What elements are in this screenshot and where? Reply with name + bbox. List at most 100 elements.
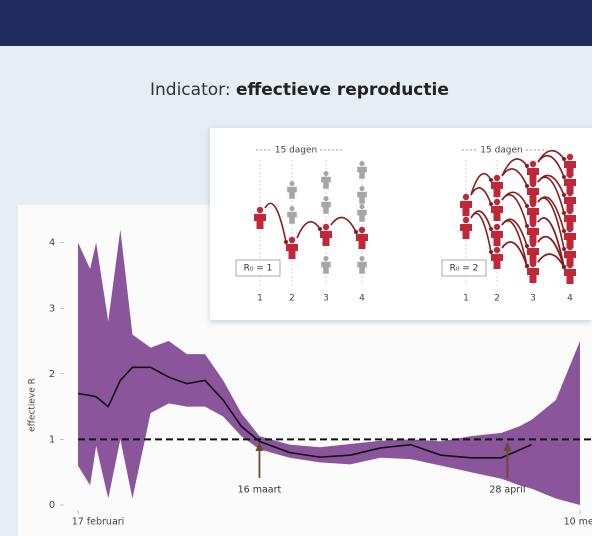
arrow-tip [525, 184, 529, 188]
person-body [491, 231, 503, 246]
arrow-tip [562, 157, 566, 161]
annotation-label: 16 maart [238, 485, 282, 496]
spread-arrow [501, 241, 528, 267]
person-head [358, 226, 366, 234]
person-head [359, 256, 365, 262]
inset-card [210, 128, 592, 320]
arrow-tip [562, 229, 566, 233]
arrow-tip [562, 211, 566, 215]
person-head [256, 206, 264, 214]
person-icon [564, 243, 576, 266]
span-bg [477, 142, 526, 158]
person-icon [287, 206, 297, 224]
spread-arrow [537, 176, 565, 214]
header-bar [0, 0, 592, 46]
person-head [462, 193, 470, 201]
person-icon [287, 181, 297, 199]
person-head [289, 181, 295, 187]
person-body [527, 208, 539, 223]
spread-arrow [537, 154, 565, 178]
person-icon [357, 256, 367, 274]
diagram-inset: 15 dagen 1 2 3 4 R₀ = 1 15 dagen 1 2 3 4 R₀ = 2 [210, 128, 592, 320]
person-icon [564, 261, 576, 284]
person-body [356, 234, 368, 249]
duration-label: 15 dagen [275, 146, 318, 156]
plot: 0 1 2 3 4 effectieve R 17 februari 10 mei 16 maa… [28, 229, 592, 528]
person-head [359, 186, 365, 192]
spread-arrow [537, 253, 565, 268]
arrow-tip [562, 193, 566, 197]
person-icon [564, 171, 576, 194]
spread-arrow [470, 187, 492, 205]
arrow-tip [489, 178, 493, 182]
person-head [288, 236, 296, 244]
person-head [493, 223, 501, 231]
span-bg [272, 142, 320, 158]
person-body [564, 269, 576, 284]
person-head [529, 160, 537, 168]
person-body [527, 168, 539, 183]
person-icon [321, 196, 331, 214]
arrow-tip [562, 175, 566, 179]
y-axis-label: effectieve R [28, 378, 38, 432]
person-head [566, 189, 574, 197]
arrow-tip [284, 240, 288, 244]
person-icon [320, 223, 332, 246]
spread-arrow [296, 221, 321, 239]
person-body [321, 261, 331, 274]
spread-arrow [501, 220, 528, 267]
person-head [529, 220, 537, 228]
spread-arrow [470, 172, 492, 196]
person-body [491, 254, 503, 269]
arrow-tip [489, 227, 493, 231]
y-tick-label: 2 [49, 369, 55, 380]
person-head [359, 161, 365, 167]
step-label: 3 [323, 294, 329, 304]
person-head [566, 225, 574, 233]
step-label: 1 [257, 294, 263, 304]
person-body [321, 176, 331, 189]
person-head [529, 200, 537, 208]
person-icon [460, 216, 472, 239]
person-icon [491, 174, 503, 197]
person-icon [564, 225, 576, 248]
person-icon [357, 161, 367, 179]
person-body [527, 268, 539, 283]
person-body [287, 186, 297, 199]
step-label: 1 [463, 294, 469, 304]
arrow-tip [318, 227, 322, 231]
person-body [287, 211, 297, 224]
person-head [529, 260, 537, 268]
person-body [564, 197, 576, 212]
person-body [254, 214, 266, 229]
person-body [564, 215, 576, 230]
person-body [527, 228, 539, 243]
x-tick-label: 17 februari [72, 517, 125, 528]
person-icon [321, 171, 331, 189]
y-tick-label: 1 [49, 434, 55, 445]
person-head [322, 223, 330, 231]
arrow-tip [525, 264, 529, 268]
arrow-head [255, 442, 264, 451]
spread-arrow [264, 202, 287, 243]
spread-arrow [330, 216, 357, 233]
median-line [77, 366, 532, 459]
step-label: 2 [494, 294, 500, 304]
person-head [493, 246, 501, 254]
person-icon [564, 189, 576, 212]
person-icon [564, 153, 576, 176]
spread-arrow [501, 168, 528, 187]
title-label: Indicator: [150, 80, 231, 100]
person-body [564, 161, 576, 176]
person-body [357, 261, 367, 274]
r0-box [441, 259, 487, 277]
person-body [357, 209, 367, 222]
arrow-head [503, 442, 512, 451]
r0-box [235, 259, 281, 277]
person-head [323, 196, 329, 202]
annotation-label: 28 april [489, 485, 525, 496]
person-icon [527, 160, 539, 183]
person-head [529, 240, 537, 248]
arrow-tip [489, 202, 493, 206]
arrow-tip [525, 224, 529, 228]
